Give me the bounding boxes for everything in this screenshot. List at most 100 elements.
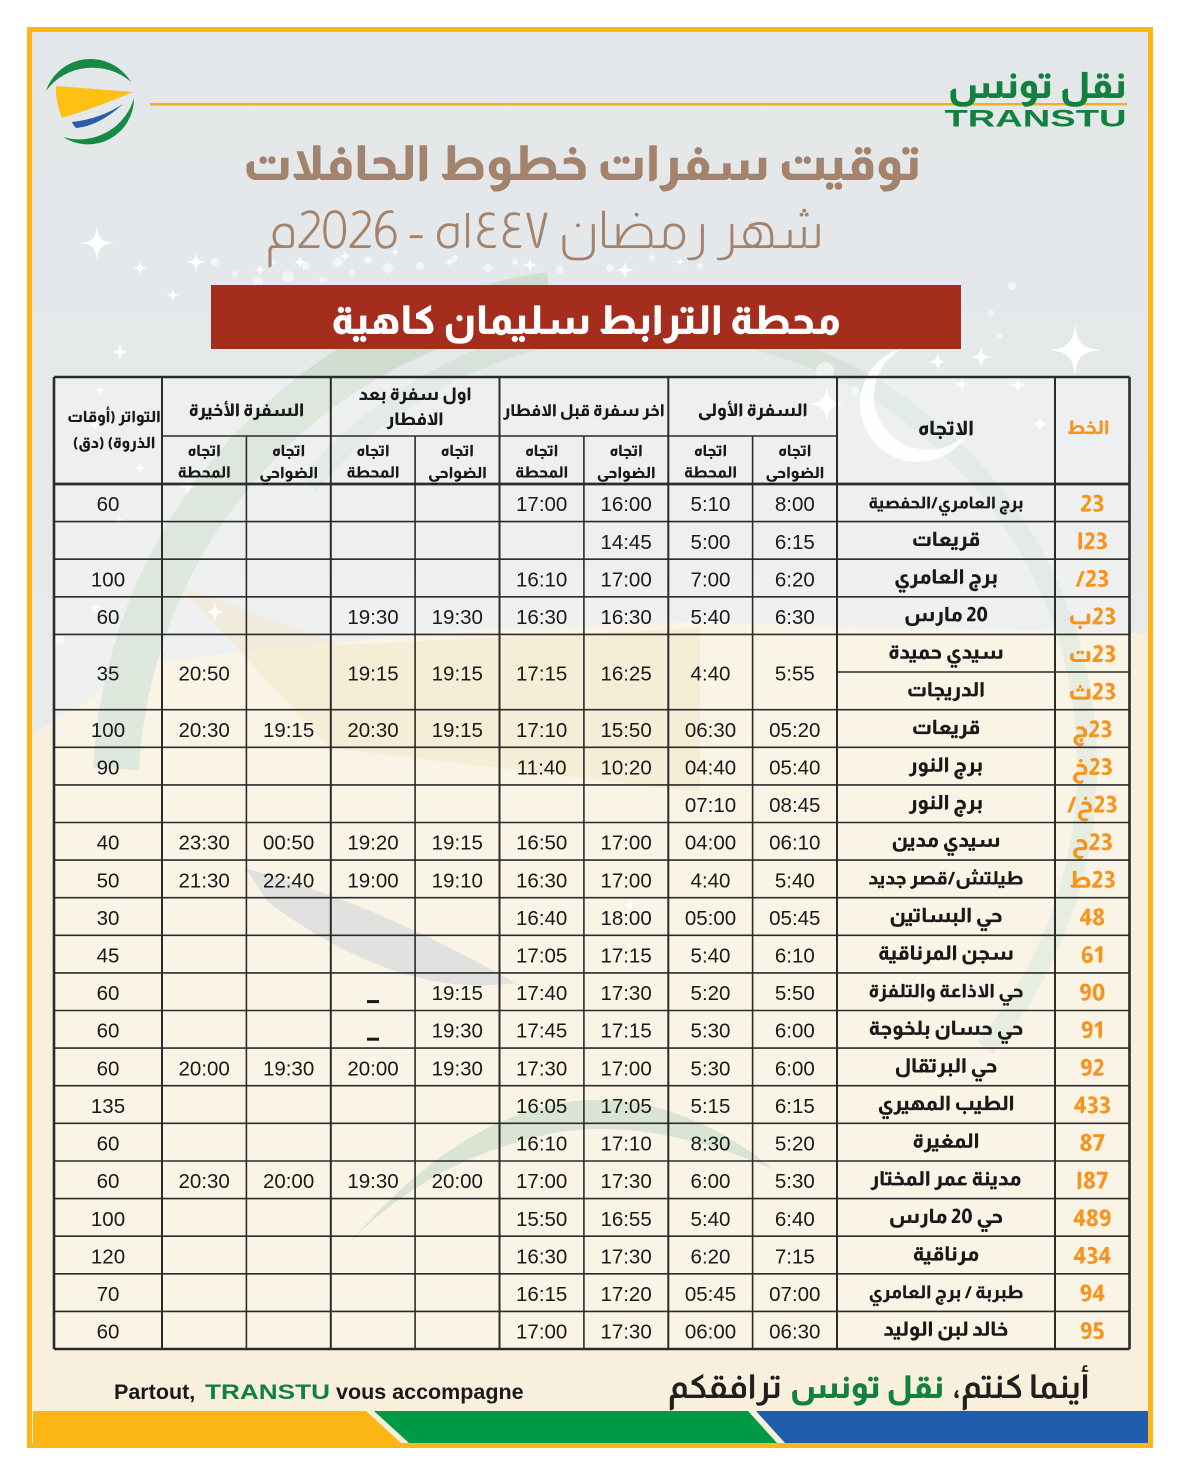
svg-text:20:00: 20:00 (179, 1057, 230, 1080)
svg-text:06:30: 06:30 (685, 719, 736, 742)
svg-text:70: 70 (97, 1283, 120, 1306)
svg-text:17:00: 17:00 (516, 1321, 567, 1344)
svg-text:19:15: 19:15 (432, 719, 483, 742)
svg-text:19:15: 19:15 (432, 662, 483, 685)
svg-text:16:30: 16:30 (516, 1245, 567, 1268)
svg-text:15:50: 15:50 (600, 719, 651, 742)
svg-text:20:30: 20:30 (179, 1170, 230, 1193)
svg-text:17:10: 17:10 (600, 1133, 651, 1156)
svg-text:17:20: 17:20 (600, 1283, 651, 1306)
svg-text:17:00: 17:00 (600, 1057, 651, 1080)
svg-text:16:30: 16:30 (516, 869, 567, 892)
svg-text:19:15: 19:15 (432, 832, 483, 855)
svg-text:60: 60 (97, 1133, 120, 1156)
svg-text:6:20: 6:20 (775, 568, 815, 591)
svg-text:6:15: 6:15 (775, 531, 815, 554)
svg-text:06:30: 06:30 (769, 1321, 820, 1344)
svg-text:6:30: 6:30 (775, 606, 815, 629)
svg-text:19:15: 19:15 (263, 719, 314, 742)
svg-text:05:20: 05:20 (769, 719, 820, 742)
svg-text:16:25: 16:25 (600, 662, 651, 685)
svg-text:5:40: 5:40 (691, 606, 731, 629)
svg-text:19:30: 19:30 (432, 1020, 483, 1043)
svg-text:6:20: 6:20 (691, 1245, 731, 1268)
svg-text:6:00: 6:00 (775, 1020, 815, 1043)
svg-text:17:15: 17:15 (600, 1020, 651, 1043)
svg-text:17:00: 17:00 (516, 1170, 567, 1193)
svg-text:6:10: 6:10 (775, 945, 815, 968)
svg-text:17:30: 17:30 (600, 982, 651, 1005)
svg-text:100: 100 (91, 719, 125, 742)
svg-text:17:05: 17:05 (516, 945, 567, 968)
svg-text:6:00: 6:00 (775, 1057, 815, 1080)
svg-text:20:00: 20:00 (263, 1170, 314, 1193)
svg-text:60: 60 (97, 1321, 120, 1344)
svg-text:17:45: 17:45 (516, 1020, 567, 1043)
svg-text:5:50: 5:50 (775, 982, 815, 1005)
svg-text:16:55: 16:55 (600, 1208, 651, 1231)
svg-text:19:20: 19:20 (347, 832, 398, 855)
svg-text:TRANSTU: TRANSTU (205, 1380, 330, 1404)
svg-text:30: 30 (97, 907, 120, 930)
svg-text:05:40: 05:40 (769, 757, 820, 780)
svg-text:06:10: 06:10 (769, 832, 820, 855)
svg-text:17:30: 17:30 (600, 1321, 651, 1344)
svg-text:19:10: 19:10 (432, 869, 483, 892)
svg-text:5:15: 5:15 (691, 1095, 731, 1118)
svg-text:100: 100 (91, 568, 125, 591)
svg-text:04:00: 04:00 (685, 832, 736, 855)
svg-text:10:20: 10:20 (600, 757, 651, 780)
svg-text:4:40: 4:40 (691, 662, 731, 685)
svg-text:16:30: 16:30 (600, 606, 651, 629)
svg-text:Partout,: Partout, (114, 1380, 195, 1404)
svg-text:40: 40 (97, 832, 120, 855)
svg-text:17:15: 17:15 (516, 662, 567, 685)
svg-text:23:30: 23:30 (179, 832, 230, 855)
svg-text:20:30: 20:30 (179, 719, 230, 742)
svg-text:19:30: 19:30 (432, 606, 483, 629)
svg-text:04:40: 04:40 (685, 757, 736, 780)
svg-text:5:40: 5:40 (691, 945, 731, 968)
svg-text:17:30: 17:30 (516, 1057, 567, 1080)
svg-text:20:30: 20:30 (347, 719, 398, 742)
svg-text:22:40: 22:40 (263, 869, 314, 892)
svg-text:16:40: 16:40 (516, 907, 567, 930)
svg-text:18:00: 18:00 (600, 907, 651, 930)
svg-text:17:40: 17:40 (516, 982, 567, 1005)
svg-text:05:45: 05:45 (685, 1283, 736, 1306)
svg-text:50: 50 (97, 869, 120, 892)
svg-text:19:30: 19:30 (263, 1057, 314, 1080)
svg-text:07:10: 07:10 (685, 794, 736, 817)
svg-text:20:00: 20:00 (347, 1057, 398, 1080)
svg-text:06:00: 06:00 (685, 1321, 736, 1344)
svg-text:17:00: 17:00 (600, 832, 651, 855)
svg-text:17:15: 17:15 (600, 945, 651, 968)
svg-text:60: 60 (97, 1057, 120, 1080)
svg-text:45: 45 (97, 945, 120, 968)
svg-text:60: 60 (97, 1170, 120, 1193)
svg-text:5:20: 5:20 (691, 982, 731, 1005)
svg-text:16:50: 16:50 (516, 832, 567, 855)
svg-text:120: 120 (91, 1245, 125, 1268)
svg-text:5:10: 5:10 (691, 493, 731, 516)
svg-text:19:15: 19:15 (347, 662, 398, 685)
svg-text:16:15: 16:15 (516, 1283, 567, 1306)
svg-text:16:10: 16:10 (516, 568, 567, 591)
svg-text:6:15: 6:15 (775, 1095, 815, 1118)
svg-text:19:00: 19:00 (347, 869, 398, 892)
svg-text:16:00: 16:00 (600, 493, 651, 516)
svg-text:17:00: 17:00 (600, 568, 651, 591)
svg-text:17:00: 17:00 (600, 869, 651, 892)
svg-text:7:00: 7:00 (691, 568, 731, 591)
svg-text:90: 90 (97, 757, 120, 780)
svg-text:17:30: 17:30 (600, 1245, 651, 1268)
svg-text:17:00: 17:00 (516, 493, 567, 516)
svg-text:19:30: 19:30 (432, 1057, 483, 1080)
svg-text:6:40: 6:40 (775, 1208, 815, 1231)
svg-text:100: 100 (91, 1208, 125, 1231)
svg-text:08:45: 08:45 (769, 794, 820, 817)
svg-text:7:15: 7:15 (775, 1245, 815, 1268)
svg-text:05:45: 05:45 (769, 907, 820, 930)
svg-text:5:30: 5:30 (691, 1057, 731, 1080)
svg-text:16:30: 16:30 (516, 606, 567, 629)
